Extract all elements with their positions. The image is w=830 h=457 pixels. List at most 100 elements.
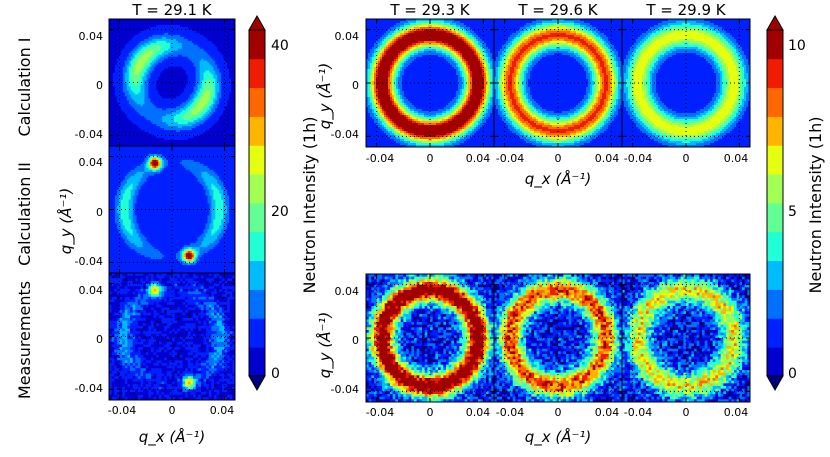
heatmap-cell — [118, 130, 122, 133]
heatmap-cell — [191, 46, 195, 50]
heatmap-cell — [199, 138, 203, 141]
heatmap-cell — [175, 94, 179, 97]
heatmap-cell — [215, 36, 218, 40]
heatmap-cell — [179, 92, 183, 95]
heatmap-cell — [128, 70, 132, 74]
heatmap-cell — [134, 124, 138, 127]
heatmap-cell — [120, 28, 124, 32]
heatmap-cell — [191, 161, 195, 165]
heatmap-cell — [195, 126, 199, 129]
heatmap-cell — [164, 98, 167, 101]
heatmap-cell — [219, 32, 222, 36]
heatmap-cell — [223, 153, 226, 157]
heatmap-cell — [118, 56, 122, 60]
heatmap-cell — [114, 144, 118, 146]
heatmap-cell — [219, 38, 222, 42]
heatmap-cell — [132, 46, 136, 50]
heatmap-cell — [164, 110, 167, 113]
heatmap-cell — [181, 149, 185, 153]
heatmap-cell — [221, 94, 224, 97]
heatmap-cell — [148, 52, 151, 56]
heatmap-cell — [185, 40, 189, 44]
heatmap-cell — [158, 20, 161, 24]
heatmap-cell — [189, 134, 193, 137]
heatmap-cell — [199, 108, 203, 111]
heatmap-cell — [205, 110, 208, 113]
heatmap-cell — [197, 169, 201, 173]
heatmap-cell — [150, 44, 153, 48]
heatmap-cell — [225, 68, 228, 72]
heatmap-cell — [156, 62, 159, 66]
heatmap-cell — [195, 147, 199, 151]
heatmap-cell — [181, 70, 185, 74]
heatmap-cell — [173, 146, 177, 149]
heatmap-cell — [201, 144, 204, 146]
heatmap-cell — [156, 86, 159, 89]
heatmap-cell — [140, 96, 143, 99]
heatmap-cell — [142, 102, 145, 105]
heatmap-cell — [134, 116, 138, 119]
heatmap-cell — [219, 20, 222, 24]
heatmap-cell — [179, 108, 183, 111]
heatmap-cell — [209, 142, 212, 145]
heatmap-cell — [195, 128, 199, 131]
heatmap-cell — [120, 118, 124, 121]
heatmap-cell — [217, 88, 220, 91]
heatmap-cell — [213, 90, 216, 93]
heatmap-cell — [142, 108, 145, 111]
heatmap-cell — [114, 134, 118, 137]
heatmap-cell — [110, 86, 114, 89]
heatmap-cell — [136, 94, 140, 97]
heatmap-cell — [203, 66, 206, 70]
heatmap-cell — [195, 146, 199, 149]
heatmap-cell — [231, 149, 234, 153]
heatmap-cell — [209, 40, 212, 44]
heatmap-cell — [164, 26, 167, 30]
heatmap-cell — [223, 165, 226, 169]
heatmap-cell — [185, 102, 189, 105]
heatmap-cell — [122, 30, 126, 34]
heatmap-cell — [128, 146, 132, 149]
heatmap-cell — [168, 124, 171, 127]
heatmap-cell — [134, 90, 138, 93]
heatmap-cell — [181, 60, 185, 64]
heatmap-cell — [140, 169, 143, 173]
heatmap-cell — [116, 159, 120, 163]
heatmap-cell — [112, 118, 116, 121]
heatmap-cell — [181, 52, 185, 56]
heatmap-cell — [211, 54, 214, 58]
heatmap-cell — [179, 70, 183, 74]
heatmap-cell — [197, 155, 201, 159]
heatmap-cell — [189, 94, 193, 97]
heatmap-cell — [164, 106, 167, 109]
heatmap-cell — [160, 147, 163, 151]
heatmap-cell — [187, 38, 191, 42]
heatmap-cell — [183, 84, 187, 87]
heatmap-cell — [138, 167, 141, 171]
heatmap-cell — [164, 64, 167, 68]
heatmap-cell — [160, 88, 163, 91]
heatmap-cell — [130, 56, 134, 60]
heatmap-cell — [170, 34, 173, 38]
heatmap-cell — [211, 161, 214, 165]
heatmap-cell — [142, 163, 145, 167]
heatmap-cell — [140, 104, 143, 107]
heatmap-cell — [130, 70, 134, 74]
heatmap-cell — [148, 122, 151, 125]
heatmap-cell — [112, 171, 116, 175]
heatmap-cell — [144, 110, 147, 113]
heatmap-cell — [109, 114, 112, 117]
heatmap-cell — [166, 130, 169, 133]
heatmap-cell — [136, 136, 140, 139]
heatmap-cell — [122, 144, 126, 146]
heatmap-cell — [170, 116, 173, 119]
heatmap-cell — [211, 82, 214, 85]
heatmap-cell — [148, 126, 151, 129]
heatmap-cell — [128, 34, 132, 38]
heatmap-cell — [175, 68, 179, 72]
heatmap-cell — [217, 169, 220, 173]
heatmap-cell — [140, 26, 143, 30]
heatmap-cell — [128, 100, 132, 103]
heatmap-cell — [172, 28, 175, 32]
heatmap-cell — [110, 163, 114, 167]
